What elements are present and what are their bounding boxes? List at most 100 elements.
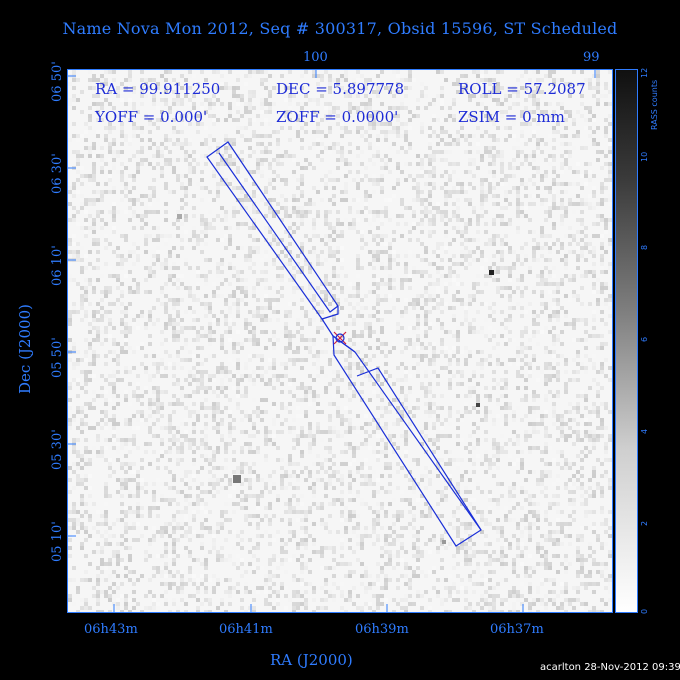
noise-pixel — [544, 186, 548, 190]
noise-pixel — [572, 290, 576, 294]
noise-pixel — [532, 130, 536, 134]
noise-pixel — [328, 130, 332, 134]
noise-pixel — [352, 450, 356, 454]
noise-pixel — [520, 210, 524, 214]
noise-pixel — [224, 138, 228, 142]
noise-pixel — [160, 362, 164, 366]
noise-pixel — [200, 142, 204, 146]
noise-pixel — [164, 266, 168, 270]
noise-pixel — [184, 150, 188, 154]
noise-pixel — [492, 78, 496, 82]
noise-pixel — [568, 94, 572, 98]
noise-pixel — [452, 138, 456, 142]
noise-pixel — [464, 358, 468, 362]
noise-pixel — [368, 358, 372, 362]
noise-pixel — [216, 430, 220, 434]
noise-pixel — [244, 386, 248, 390]
noise-pixel — [80, 458, 84, 462]
noise-pixel — [180, 246, 184, 250]
noise-pixel — [312, 74, 316, 78]
noise-pixel — [252, 190, 256, 194]
noise-pixel — [280, 274, 284, 278]
noise-pixel — [120, 170, 124, 174]
noise-pixel — [412, 414, 416, 418]
noise-pixel — [364, 202, 368, 206]
noise-pixel — [332, 238, 336, 242]
noise-pixel — [228, 414, 232, 418]
noise-pixel — [176, 462, 180, 466]
noise-pixel — [352, 226, 356, 230]
noise-pixel — [588, 358, 592, 362]
noise-pixel — [396, 462, 400, 466]
noise-pixel — [316, 234, 320, 238]
noise-pixel — [124, 138, 128, 142]
noise-pixel — [368, 126, 372, 130]
noise-pixel — [140, 130, 144, 134]
noise-pixel — [84, 458, 88, 462]
noise-pixel — [324, 350, 328, 354]
noise-pixel — [356, 70, 360, 74]
noise-pixel — [448, 462, 452, 466]
noise-pixel — [372, 178, 376, 182]
noise-pixel — [104, 78, 108, 82]
noise-pixel — [360, 234, 364, 238]
noise-pixel — [524, 94, 528, 98]
noise-pixel — [268, 122, 272, 126]
noise-pixel — [516, 450, 520, 454]
noise-pixel — [472, 446, 476, 450]
noise-pixel — [436, 158, 440, 162]
noise-pixel — [592, 362, 596, 366]
noise-pixel — [424, 322, 428, 326]
noise-pixel — [376, 418, 380, 422]
noise-pixel — [184, 114, 188, 118]
noise-pixel — [424, 186, 428, 190]
noise-pixel — [228, 410, 232, 414]
noise-pixel — [520, 398, 524, 402]
noise-pixel — [236, 286, 240, 290]
noise-pixel — [152, 146, 156, 150]
noise-pixel — [308, 446, 312, 450]
noise-pixel — [444, 418, 448, 422]
noise-pixel — [380, 414, 384, 418]
noise-pixel — [192, 374, 196, 378]
noise-pixel — [96, 330, 100, 334]
noise-pixel — [224, 158, 228, 162]
noise-pixel — [508, 166, 512, 170]
noise-pixel — [468, 326, 472, 330]
noise-pixel — [544, 158, 548, 162]
noise-pixel — [260, 358, 264, 362]
noise-pixel — [172, 130, 176, 134]
noise-pixel — [140, 70, 144, 74]
noise-pixel — [568, 234, 572, 238]
noise-pixel — [84, 390, 88, 394]
noise-pixel — [80, 134, 84, 138]
noise-pixel — [484, 146, 488, 150]
noise-pixel — [588, 126, 592, 130]
noise-pixel — [408, 278, 412, 282]
noise-pixel — [428, 386, 432, 390]
noise-pixel — [440, 322, 444, 326]
noise-pixel — [524, 70, 528, 74]
noise-pixel — [492, 162, 496, 166]
noise-pixel — [136, 110, 140, 114]
noise-pixel — [568, 434, 572, 438]
noise-pixel — [376, 374, 380, 378]
noise-pixel — [248, 254, 252, 258]
noise-pixel — [572, 250, 576, 254]
noise-pixel — [284, 278, 288, 282]
noise-pixel — [244, 206, 248, 210]
noise-pixel — [432, 250, 436, 254]
noise-pixel — [428, 146, 432, 150]
noise-pixel — [596, 102, 600, 106]
noise-pixel — [420, 242, 424, 246]
noise-pixel — [456, 410, 460, 414]
noise-pixel — [236, 86, 240, 90]
noise-pixel — [396, 326, 400, 330]
noise-pixel — [268, 134, 272, 138]
noise-pixel — [180, 158, 184, 162]
noise-pixel — [300, 382, 304, 386]
noise-pixel — [184, 286, 188, 290]
noise-pixel — [444, 354, 448, 358]
noise-pixel — [420, 158, 424, 162]
noise-pixel — [232, 186, 236, 190]
